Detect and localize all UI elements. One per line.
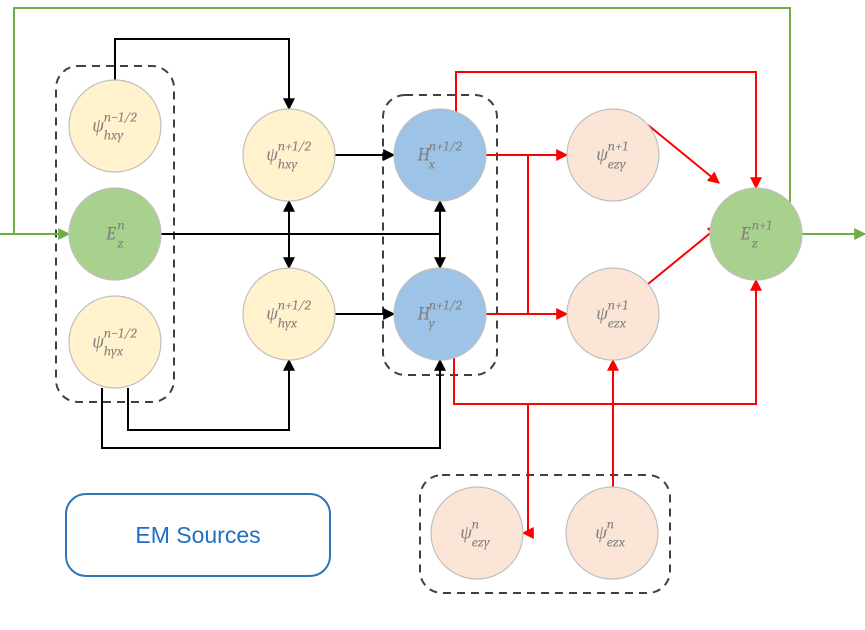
edge (128, 360, 289, 430)
diagram-canvas: EM Sourcesψn−1/2hxyEnzψn−1/2hyxψn+1/2hxy… (0, 0, 865, 630)
edge (523, 404, 528, 533)
node-Hy (394, 268, 486, 360)
edge (648, 226, 719, 284)
node-Hx (394, 109, 486, 201)
em-sources-label: EM Sources (135, 522, 260, 548)
edge (102, 360, 440, 448)
edge (161, 201, 440, 234)
